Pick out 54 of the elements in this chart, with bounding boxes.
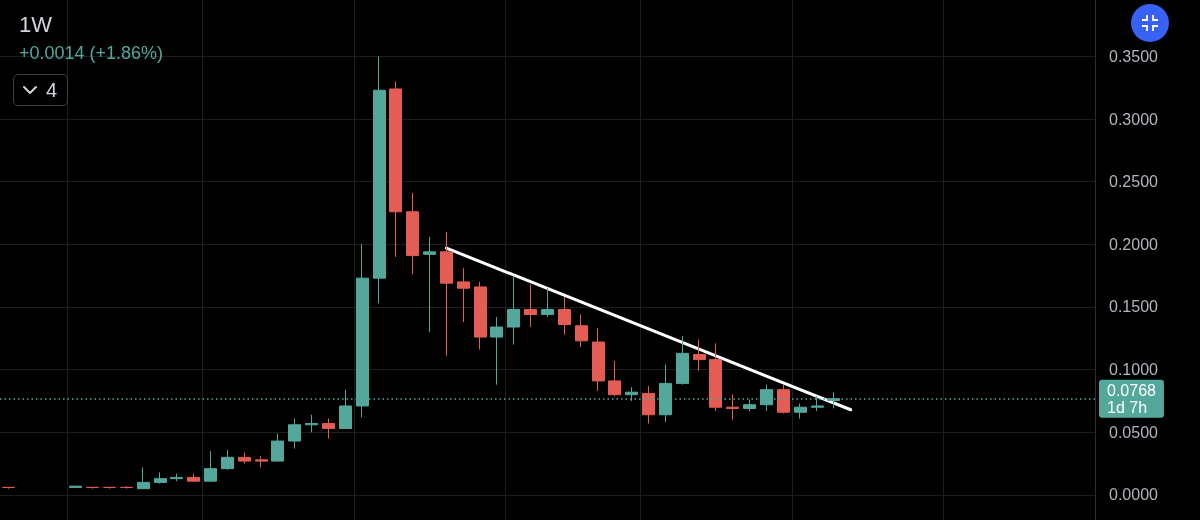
candlestick: [592, 327, 605, 392]
y-tick-label: 0.2500: [1109, 173, 1159, 191]
candlestick: [777, 384, 790, 414]
candlestick: [575, 314, 588, 348]
text: 1d 7h: [1107, 398, 1148, 416]
candlestick: [154, 471, 167, 485]
candlestick: [743, 399, 756, 412]
toggle-button: 4: [13, 74, 69, 106]
candlestick: [423, 236, 436, 333]
candlestick: [238, 451, 251, 465]
candlestick: [794, 402, 807, 420]
candlestick: [457, 267, 470, 323]
candlestick: [120, 485, 133, 490]
y-tick-label: 0.2000: [1109, 235, 1159, 253]
candlestick: [373, 55, 386, 304]
candlestick: [305, 414, 318, 433]
candlestick: [288, 418, 301, 450]
candlestick: [255, 455, 268, 468]
candlestick: [187, 473, 200, 482]
y-tick-label: 0.0000: [1109, 486, 1159, 504]
candlestick: [2, 486, 15, 490]
candlestick: [726, 394, 739, 421]
candlestick: [170, 473, 183, 482]
candlestick: [389, 80, 402, 258]
candlestick: [642, 385, 655, 425]
candlestick: [103, 486, 116, 490]
candlestick: [608, 360, 621, 397]
y-tick-label: 0.3500: [1109, 47, 1159, 65]
candlestick: [322, 418, 335, 440]
text: 1W: [19, 11, 53, 37]
candlestick: [558, 296, 571, 336]
candlestick: [406, 192, 419, 275]
candlestick: [86, 486, 99, 490]
candlestick: [541, 287, 554, 318]
annotation: 4: [46, 78, 58, 102]
candlestick: [474, 281, 487, 351]
candlestick: [676, 335, 689, 386]
y-tick-label: 0.0500: [1109, 423, 1159, 441]
text: +0.0014 (+1.86%): [19, 43, 164, 63]
candlestick: [271, 433, 284, 462]
candlestick: [507, 275, 520, 346]
candlestick: [69, 485, 82, 488]
candlestick: [204, 450, 217, 482]
candlestick: [137, 466, 150, 490]
candlestick: [693, 339, 706, 372]
candlestick: [440, 231, 453, 357]
candlestick: [221, 449, 234, 471]
ref-line-label: 0.0768: [1107, 381, 1157, 399]
y-tick-label: 0.3000: [1109, 110, 1159, 128]
candlestick: [709, 342, 722, 412]
y-tick-label: 0.1500: [1109, 298, 1159, 316]
y-tick-label: 0.1000: [1109, 361, 1159, 379]
candlestick: [524, 283, 537, 328]
candlestick: [490, 316, 503, 386]
